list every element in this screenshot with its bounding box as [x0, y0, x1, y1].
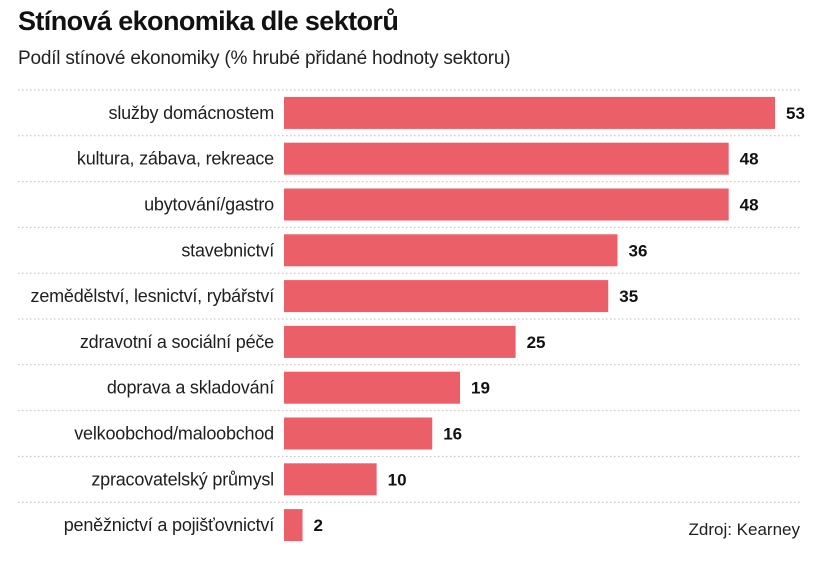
value-label: 48 — [740, 150, 759, 169]
value-label: 10 — [388, 470, 407, 489]
value-label: 48 — [740, 196, 759, 215]
category-label: zemědělství, lesnictví, rybářství — [31, 286, 275, 306]
value-label: 19 — [471, 379, 490, 398]
value-label: 53 — [786, 104, 805, 123]
bar — [284, 234, 618, 267]
source-note: Zdroj: Kearney — [688, 520, 801, 539]
bar — [284, 280, 609, 313]
bar — [284, 142, 729, 175]
category-label: zpracovatelský průmysl — [91, 469, 274, 489]
value-label: 35 — [619, 287, 638, 306]
category-label: ubytování/gastro — [144, 195, 274, 215]
value-label: 2 — [314, 516, 323, 535]
bar — [284, 509, 303, 542]
category-label: doprava a skladování — [107, 378, 274, 398]
category-label: kultura, zábava, rekreace — [77, 149, 274, 169]
bar — [284, 96, 775, 129]
value-label: 36 — [629, 241, 648, 260]
bar — [284, 417, 433, 450]
bar — [284, 463, 377, 496]
chart-subtitle: Podíl stínové ekonomiky (% hrubé přidané… — [18, 48, 511, 69]
value-label: 25 — [527, 333, 546, 352]
category-label: velkoobchod/maloobchod — [74, 424, 274, 444]
category-label: stavebnictví — [181, 240, 274, 260]
bar — [284, 371, 461, 404]
value-label: 16 — [443, 425, 462, 444]
category-label: peněžnictví a pojišťovnictví — [64, 515, 274, 535]
bar — [284, 188, 729, 221]
chart-title: Stínová ekonomika dle sektorů — [18, 6, 399, 36]
category-label: zdravotní a sociální péče — [80, 332, 274, 352]
bar — [284, 325, 516, 358]
category-label: služby domácnostem — [109, 103, 274, 123]
